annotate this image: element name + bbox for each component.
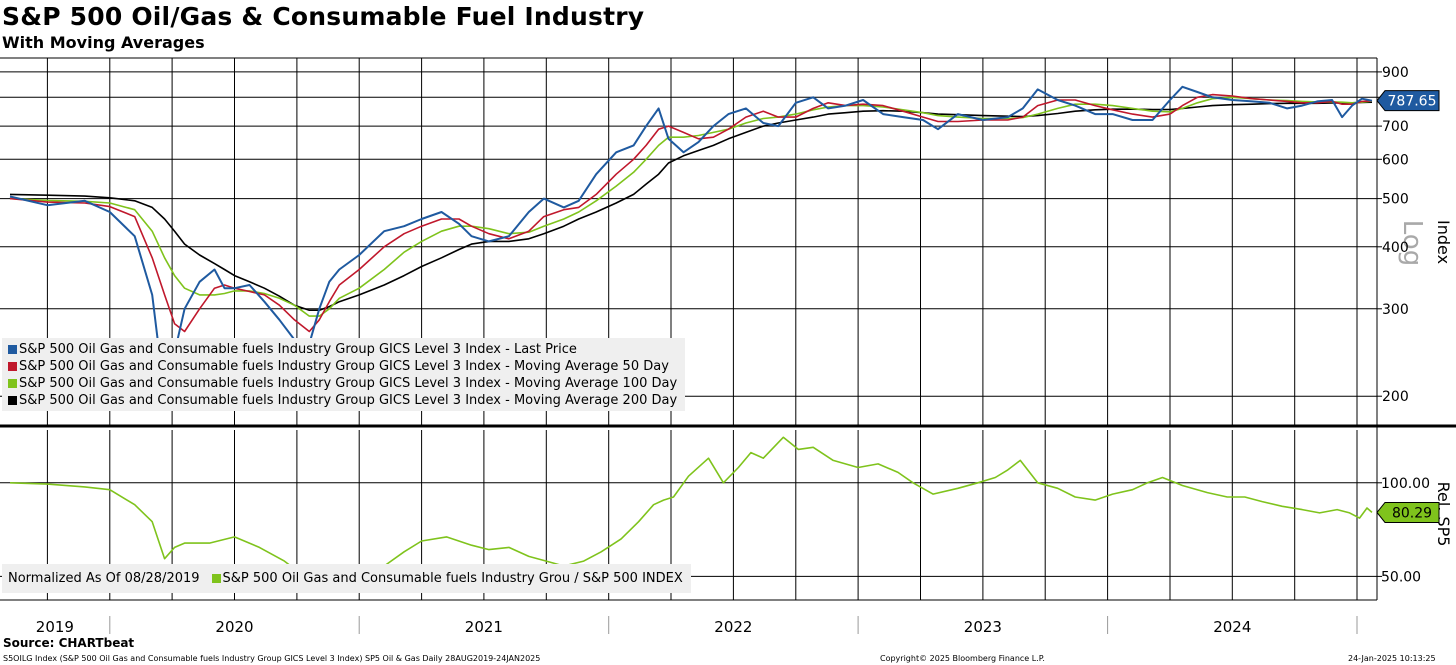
lower-legend: Normalized As Of 08/28/2019 S&P 500 Oil …: [2, 564, 691, 593]
last-price-tag-box: [1376, 90, 1440, 112]
axis-layer: Index Log Rel. SP5 200300400500600700800…: [36, 65, 1453, 636]
y-tick-label-lower: 50.00: [1381, 569, 1421, 585]
legend-item-ma100: S&P 500 Oil Gas and Consumable fuels Ind…: [8, 375, 677, 392]
copyright: Copyright© 2025 Bloomberg Finance L.P.: [880, 654, 1045, 663]
y-tick-label: 600: [1382, 152, 1409, 168]
relative-value-tag-text: 80.29: [1392, 505, 1432, 521]
normalized-label: Normalized As Of 08/28/2019: [8, 571, 200, 586]
x-year-label: 2023: [964, 618, 1002, 636]
series-ma-100: [9, 96, 1373, 317]
y-tick-label: 400: [1382, 240, 1409, 256]
legend-swatch: [8, 379, 17, 388]
legend-label: S&P 500 Oil Gas and Consumable fuels Ind…: [19, 393, 678, 408]
legend-label: S&P 500 Oil Gas and Consumable fuels Ind…: [19, 342, 577, 357]
log-scale-label: Log: [1397, 220, 1427, 266]
x-year-label: 2024: [1213, 618, 1251, 636]
relative-value-tag-box: [1376, 501, 1440, 523]
y-tick-label: 200: [1382, 389, 1409, 405]
x-year-label: 2020: [215, 618, 253, 636]
upper-legend: S&P 500 Oil Gas and Consumable fuels Ind…: [2, 338, 686, 411]
legend-item-ma50: S&P 500 Oil Gas and Consumable fuels Ind…: [8, 358, 677, 375]
legend-swatch: [211, 574, 221, 583]
y-tick-label: 300: [1382, 302, 1409, 318]
x-year-label: 2022: [714, 618, 752, 636]
legend-label: S&P 500 Oil Gas and Consumable fuels Ind…: [19, 376, 678, 391]
series-ma-200: [9, 101, 1373, 312]
chart-title: S&P 500 Oil/Gas & Consumable Fuel Indust…: [2, 2, 645, 31]
ticker-info: S5OILG Index (S&P 500 Oil Gas and Consum…: [3, 654, 541, 663]
last-price-tag: 787.65: [1376, 90, 1440, 112]
x-year-label: 2021: [465, 618, 503, 636]
legend-swatch: [8, 362, 17, 371]
upper-y-axis-title: Index: [1434, 220, 1453, 264]
legend-label-relative: S&P 500 Oil Gas and Consumable fuels Ind…: [222, 571, 683, 586]
x-year-label: 2019: [36, 618, 74, 636]
chart-subtitle: With Moving Averages: [2, 33, 205, 52]
source-note: Source: CHARTbeat: [3, 636, 135, 650]
y-tick-label: 700: [1382, 119, 1409, 135]
y-tick-label: 500: [1382, 192, 1409, 208]
legend-item-ma200: S&P 500 Oil Gas and Consumable fuels Ind…: [8, 392, 677, 409]
series-last-price: [9, 85, 1373, 398]
y-tick-label-lower: 100.00: [1381, 476, 1430, 492]
timestamp: 24-Jan-2025 10:13:25: [1348, 654, 1436, 663]
last-price-tag-text: 787.65: [1388, 94, 1437, 110]
legend-label: S&P 500 Oil Gas and Consumable fuels Ind…: [19, 359, 669, 374]
y-tick-label: 900: [1382, 65, 1409, 81]
legend-swatch: [8, 345, 17, 354]
relative-value-tag: 80.29: [1376, 501, 1440, 523]
series-ma-50: [9, 93, 1373, 333]
lower-y-axis-title: Rel. SP5: [1434, 482, 1453, 547]
legend-item-last-price: S&P 500 Oil Gas and Consumable fuels Ind…: [8, 341, 677, 358]
legend-swatch: [8, 396, 17, 405]
